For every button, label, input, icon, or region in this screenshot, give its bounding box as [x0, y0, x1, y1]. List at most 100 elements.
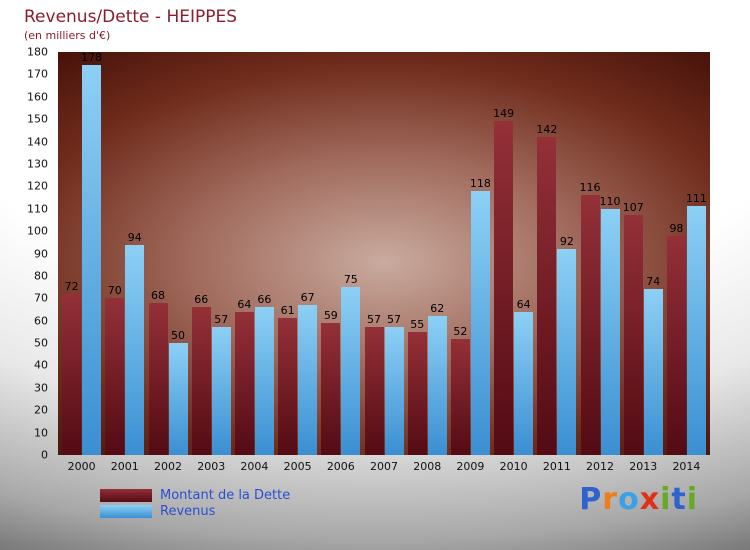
bar-revenus-2004 [254, 307, 274, 455]
logo-letter-4: i [660, 482, 672, 517]
bar-group-2011: 142 92 2011 [535, 52, 578, 473]
y-tick-30: 30 [34, 381, 48, 395]
barwrap-revenus-2014: 111 [685, 52, 707, 455]
barwrap-revenus-2012: 110 [599, 52, 621, 455]
bar-revenus-2011 [557, 249, 577, 455]
bar-revenus-2013 [643, 289, 663, 455]
y-tick-0: 0 [41, 448, 48, 462]
legend-swatch-dette [100, 488, 152, 502]
bar-dette-2002 [148, 302, 168, 455]
y-tick-100: 100 [27, 224, 48, 238]
value-label-dette-2003: 66 [194, 293, 209, 307]
barwrap-revenus-2000: 178 [81, 51, 103, 455]
value-label-revenus-2006: 75 [343, 273, 358, 287]
bar-revenus-2008 [427, 316, 447, 455]
barwrap-dette-2012: 116 [579, 52, 601, 455]
value-label-dette-2005: 61 [280, 304, 295, 318]
barwrap-dette-2011: 142 [536, 52, 558, 455]
barwrap-dette-2008: 55 [407, 52, 427, 455]
value-label-revenus-2009: 118 [469, 176, 491, 190]
y-tick-140: 140 [27, 135, 48, 149]
y-tick-110: 110 [27, 202, 48, 216]
value-label-dette-2007: 57 [367, 313, 382, 327]
legend-item-dette: Montant de la Dette [100, 487, 290, 503]
bar-dette-2001 [105, 298, 125, 455]
bar-group-2004: 64 66 2004 [233, 52, 276, 473]
logo-letter-0: P [579, 482, 603, 517]
bar-dette-2013 [623, 215, 643, 455]
bar-group-2003: 66 57 2003 [190, 52, 233, 473]
bar-revenus-2003 [211, 327, 231, 455]
bar-revenus-2006 [341, 287, 361, 455]
y-tick-160: 160 [27, 90, 48, 104]
y-tick-80: 80 [34, 269, 48, 283]
logo-letter-5: t [671, 482, 687, 517]
bar-dette-2009 [450, 338, 470, 455]
bar-revenus-2005 [298, 305, 318, 455]
bar-revenus-2009 [470, 190, 490, 455]
value-label-revenus-2013: 74 [646, 275, 661, 289]
x-label-2006: 2006 [326, 460, 355, 473]
bar-group-2001: 70 94 2001 [103, 52, 146, 473]
barwrap-dette-2003: 66 [191, 52, 211, 455]
legend: Montant de la Dette Revenus [100, 487, 290, 519]
bar-dette-2010 [494, 121, 514, 455]
chart-title: Revenus/Dette - HEIPPES [24, 7, 238, 27]
value-label-dette-2004: 64 [237, 297, 252, 311]
chart-subtitle: (en milliers d'€) [24, 29, 111, 42]
value-label-dette-2009: 52 [453, 324, 468, 338]
value-label-dette-2002: 68 [151, 288, 165, 302]
x-label-2011: 2011 [542, 460, 571, 473]
barwrap-revenus-2008: 62 [427, 52, 447, 455]
bar-revenus-2010 [514, 311, 534, 455]
y-tick-60: 60 [34, 314, 48, 328]
barwrap-dette-2004: 64 [234, 52, 254, 455]
barwrap-dette-2000: 72 [62, 52, 82, 455]
value-label-revenus-2003: 57 [214, 313, 229, 327]
y-tick-70: 70 [34, 291, 48, 305]
legend-label-dette: Montant de la Dette [160, 487, 291, 503]
value-label-dette-2014: 98 [669, 221, 684, 235]
y-tick-20: 20 [34, 403, 48, 417]
bar-group-2000: 72 178 2000 [60, 51, 103, 473]
value-label-revenus-2008: 62 [430, 302, 445, 316]
value-label-revenus-2004: 66 [257, 293, 272, 307]
value-label-dette-2008: 55 [410, 317, 425, 331]
bar-revenus-2001 [125, 244, 145, 455]
y-tick-50: 50 [34, 336, 48, 350]
legend-item-revenus: Revenus [100, 503, 290, 519]
barwrap-dette-2010: 149 [493, 52, 514, 455]
value-label-dette-2012: 116 [579, 181, 601, 195]
y-tick-150: 150 [27, 112, 48, 126]
bar-dette-2008 [407, 331, 427, 455]
x-label-2002: 2002 [154, 460, 182, 473]
value-label-revenus-2000: 178 [81, 51, 103, 64]
value-label-revenus-2014: 111 [685, 192, 707, 206]
barwrap-revenus-2007: 57 [384, 52, 404, 455]
bar-revenus-2002 [168, 343, 188, 455]
bar-group-2007: 57 57 2007 [362, 52, 405, 473]
x-label-2000: 2000 [67, 460, 96, 473]
bar-dette-2005 [278, 318, 298, 455]
barwrap-dette-2001: 70 [105, 52, 125, 455]
y-tick-170: 170 [27, 67, 48, 81]
barwrap-dette-2005: 61 [278, 52, 298, 455]
x-label-2010: 2010 [499, 460, 528, 473]
y-tick-180: 180 [27, 45, 48, 59]
barwrap-revenus-2001: 94 [125, 52, 145, 455]
barwrap-revenus-2006: 75 [341, 52, 361, 455]
plot-area: 72 178 2000 70 94 2001 68 50 2002 66 57 2003 64 66 200… [58, 51, 710, 473]
x-label-2014: 2014 [672, 460, 701, 473]
x-label-2007: 2007 [370, 460, 399, 473]
value-label-dette-2011: 142 [536, 123, 558, 137]
value-label-dette-2000: 72 [64, 279, 79, 293]
value-label-revenus-2012: 110 [599, 194, 621, 208]
legend-swatch-revenus [100, 504, 152, 518]
barwrap-revenus-2010: 64 [514, 52, 534, 455]
proxiti-logo: Proxiti [579, 482, 698, 517]
logo-letter-1: r [602, 482, 619, 517]
barwrap-dette-2014: 98 [666, 52, 686, 455]
value-label-revenus-2005: 67 [300, 291, 315, 304]
barwrap-dette-2006: 59 [321, 52, 341, 455]
